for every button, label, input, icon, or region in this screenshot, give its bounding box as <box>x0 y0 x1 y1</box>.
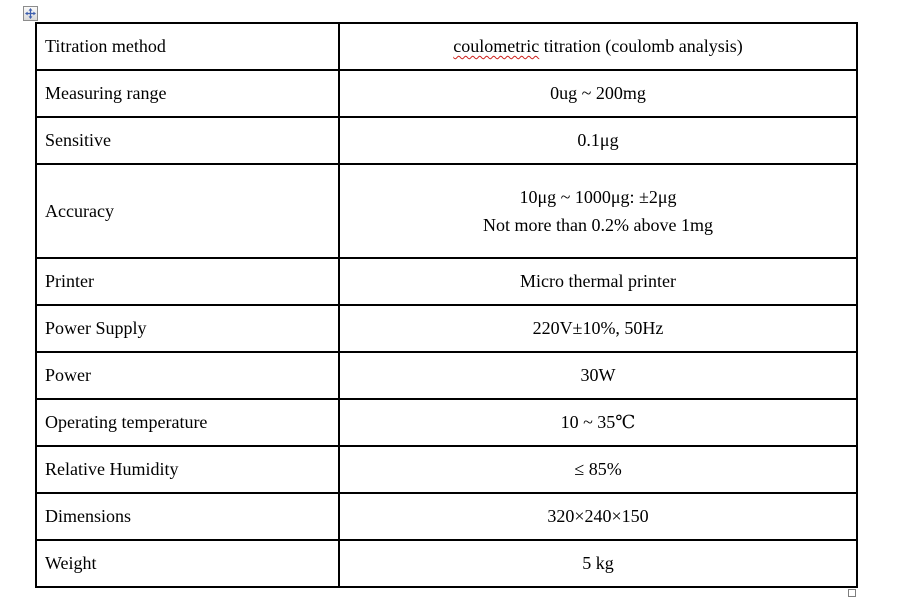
spell-error-word: coulometric <box>453 36 540 56</box>
spec-label-cell[interactable]: Dimensions <box>35 492 340 541</box>
spec-value-cell[interactable]: 320×240×150 <box>338 492 858 541</box>
spec-value-cell[interactable]: 10μg ~ 1000μg: ±2μg Not more than 0.2% a… <box>338 163 858 259</box>
table-row: Titration method coulometric titration (… <box>35 22 858 71</box>
spec-value-cell[interactable]: 10 ~ 35℃ <box>338 398 858 447</box>
spec-value-cell[interactable]: 30W <box>338 351 858 400</box>
spec-value-cell[interactable]: 5 kg <box>338 539 858 588</box>
table-row: Weight 5 kg <box>35 539 858 588</box>
spec-label-cell[interactable]: Accuracy <box>35 163 340 259</box>
table-row: Relative Humidity ≤ 85% <box>35 445 858 494</box>
table-row: Sensitive 0.1μg <box>35 116 858 165</box>
table-row: Power Supply 220V±10%, 50Hz <box>35 304 858 353</box>
four-way-arrow-icon <box>25 8 36 19</box>
table-row: Measuring range 0ug ~ 200mg <box>35 69 858 118</box>
spec-value-cell[interactable]: 0.1μg <box>338 116 858 165</box>
table-row: Printer Micro thermal printer <box>35 257 858 306</box>
spec-value-cell[interactable]: 0ug ~ 200mg <box>338 69 858 118</box>
table-row: Power 30W <box>35 351 858 400</box>
spec-value-line: 10μg ~ 1000μg: ±2μg <box>519 187 677 207</box>
spec-label-cell[interactable]: Measuring range <box>35 69 340 118</box>
spec-label-cell[interactable]: Power <box>35 351 340 400</box>
spec-value-line: Not more than 0.2% above 1mg <box>483 215 713 235</box>
table-row: Accuracy 10μg ~ 1000μg: ±2μg Not more th… <box>35 163 858 259</box>
spec-value-cell[interactable]: coulometric titration (coulomb analysis) <box>338 22 858 71</box>
spec-value-cell[interactable]: 220V±10%, 50Hz <box>338 304 858 353</box>
spec-label-cell[interactable]: Weight <box>35 539 340 588</box>
spec-value-text: titration (coulomb analysis) <box>539 36 743 56</box>
spec-label-cell[interactable]: Sensitive <box>35 116 340 165</box>
spec-value-cell[interactable]: Micro thermal printer <box>338 257 858 306</box>
spec-label-cell[interactable]: Power Supply <box>35 304 340 353</box>
spec-label-cell[interactable]: Relative Humidity <box>35 445 340 494</box>
spec-label-cell[interactable]: Titration method <box>35 22 340 71</box>
spec-label-cell[interactable]: Printer <box>35 257 340 306</box>
table-row: Dimensions 320×240×150 <box>35 492 858 541</box>
spec-table: Titration method coulometric titration (… <box>35 22 858 588</box>
table-move-handle[interactable] <box>23 6 38 21</box>
table-row: Operating temperature 10 ~ 35℃ <box>35 398 858 447</box>
table-resize-handle[interactable] <box>848 589 856 597</box>
spec-label-cell[interactable]: Operating temperature <box>35 398 340 447</box>
spec-value-cell[interactable]: ≤ 85% <box>338 445 858 494</box>
